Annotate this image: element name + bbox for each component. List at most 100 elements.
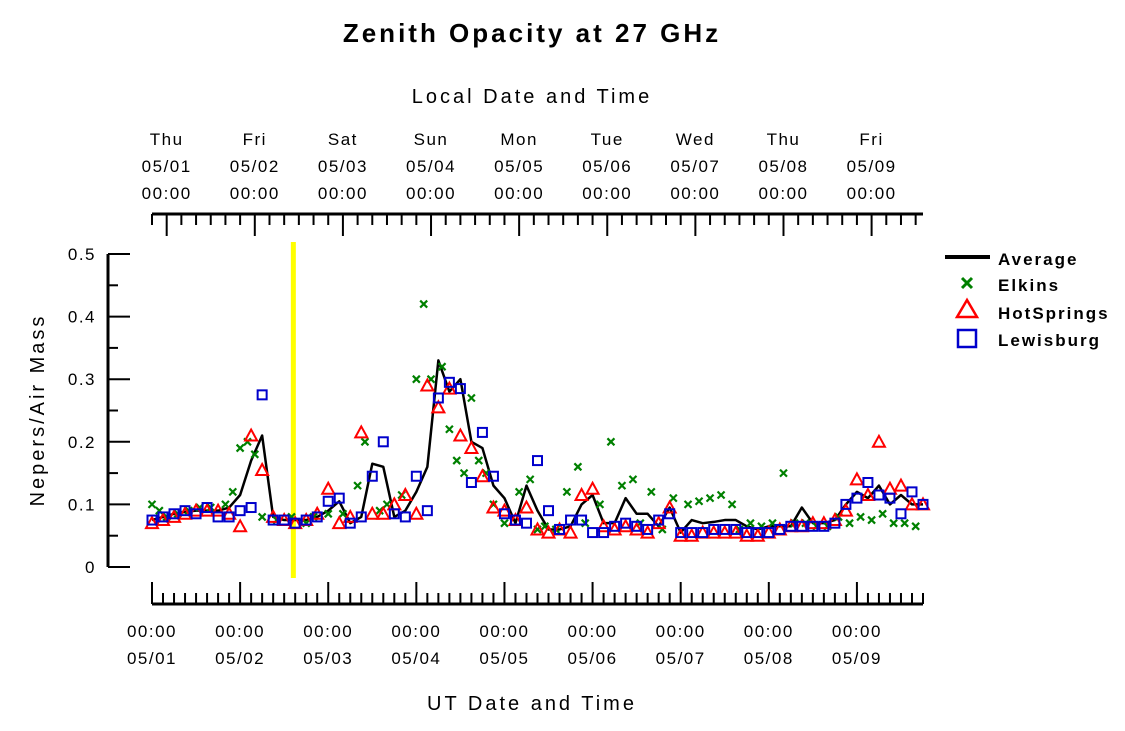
y-tick-label: 0.4 [68, 308, 96, 327]
lewisburg-point [752, 527, 764, 539]
lewisburg-point [432, 392, 444, 404]
lewisburg-point [179, 505, 191, 517]
elkins-point [900, 518, 909, 528]
hotsprings-point [562, 524, 579, 539]
elkins-point [437, 362, 447, 371]
top-tick-label: 05/05 [494, 157, 544, 176]
lewisburg-point [543, 505, 555, 517]
y-tick-label: 0.5 [68, 245, 96, 264]
top-tick-label: Sun [414, 130, 449, 149]
lewisburg-point [719, 523, 731, 535]
y-tick-label: 0.2 [68, 433, 96, 452]
lewisburg-point [399, 511, 411, 523]
elkins-point [228, 487, 238, 497]
top-tick-label: Thu [150, 130, 184, 149]
elkins-point [514, 487, 524, 497]
hotsprings-point [739, 527, 755, 542]
hotsprings-point [144, 515, 160, 530]
elkins-point [338, 509, 348, 519]
hotsprings-point [750, 527, 766, 542]
top-tick-label: 05/03 [318, 157, 368, 176]
top-tick-label: 00:00 [142, 184, 192, 203]
hotsprings-point [232, 518, 248, 533]
bottom-tick-label: 00:00 [479, 622, 529, 641]
lewisburg-point [796, 520, 808, 532]
elkins-point [889, 518, 898, 528]
hotsprings-point [573, 486, 590, 502]
hotsprings-point [441, 380, 458, 395]
hotsprings-point [518, 499, 535, 514]
elkins-point [617, 481, 627, 490]
hotsprings-point [177, 505, 193, 520]
hotsprings-point [254, 461, 270, 476]
top-tick-label: 00:00 [670, 184, 720, 203]
lewisburg-point [322, 495, 334, 507]
lewisburg-point [388, 508, 400, 520]
top-tick-label: 00:00 [582, 184, 632, 203]
hotsprings-point [584, 480, 601, 495]
elkins-point [323, 509, 333, 519]
bottom-tick-label: 05/06 [568, 649, 618, 668]
hotsprings-point [463, 439, 480, 455]
lewisburg-point [642, 523, 654, 535]
lewisburg-point [443, 376, 455, 388]
elkins-point [856, 512, 865, 522]
lewisburg-point [895, 508, 907, 520]
lewisburg-point [851, 492, 863, 504]
hotsprings-point [717, 524, 733, 539]
top-tick-label: 00:00 [406, 184, 456, 203]
lewisburg-point [587, 527, 599, 539]
hotsprings-point [320, 480, 336, 495]
lewisburg-point [520, 517, 532, 529]
hotsprings-point [452, 427, 469, 442]
lewisburg-point [686, 527, 698, 539]
bottom-tick-label: 00:00 [303, 622, 353, 641]
lewisburg-point [333, 492, 345, 504]
lewisburg-point [785, 520, 797, 532]
tick-labels: 0 0.1 0.2 0.3 0.4 0.5 Thu 05/01 00:00 Fri 05/02 00:… [68, 130, 897, 668]
elkins-point [867, 515, 876, 525]
top-tick-label: Fri [859, 130, 883, 149]
lewisburg-point [410, 470, 422, 482]
top-tick-label: 00:00 [847, 184, 897, 203]
hotsprings-point [419, 377, 436, 392]
lewisburg-point [256, 389, 268, 401]
lewisburg-point [223, 511, 235, 523]
elkins-point [474, 456, 484, 465]
top-tick-label: Sat [328, 130, 358, 149]
lewisburg-point [906, 486, 918, 498]
top-tick-label: 00:00 [230, 184, 280, 203]
hotsprings-point [430, 399, 447, 414]
top-tick-label: Thu [767, 130, 801, 149]
top-tick-label: 05/07 [670, 157, 720, 176]
hotsprings-point [661, 499, 678, 514]
top-tick-label: 00:00 [318, 184, 368, 203]
lewisburg-point [598, 527, 610, 539]
lewisburg-point [741, 527, 753, 539]
bottom-tick-label: 00:00 [744, 622, 794, 641]
lewisburg-point [498, 508, 510, 520]
lewisburg-point [454, 383, 466, 395]
lewisburg-point [818, 520, 830, 532]
top-tick-label: 00:00 [758, 184, 808, 203]
elkins-point [419, 299, 428, 309]
elkins-point [525, 475, 535, 484]
x-axis-label: UT Date and Time [427, 693, 637, 715]
hotsprings-point [838, 502, 854, 517]
lewisburg-point [862, 476, 874, 488]
elkins-point [683, 500, 693, 509]
lewisburg-point [884, 492, 896, 504]
elkins-point [250, 450, 260, 459]
hotsprings-point [728, 524, 744, 539]
lewisburg-point [289, 517, 301, 529]
lewisburg-point [631, 520, 643, 532]
elkins-point [716, 490, 726, 500]
lewisburg-point [300, 514, 312, 526]
lewisburg-point [146, 514, 158, 526]
legend-hotsprings-label: HotSprings [998, 304, 1110, 323]
lewisburg-point [554, 523, 566, 535]
lewisburg-point [675, 527, 687, 539]
top-tick-label: 05/02 [230, 157, 280, 176]
lewisburg-point [157, 511, 169, 523]
